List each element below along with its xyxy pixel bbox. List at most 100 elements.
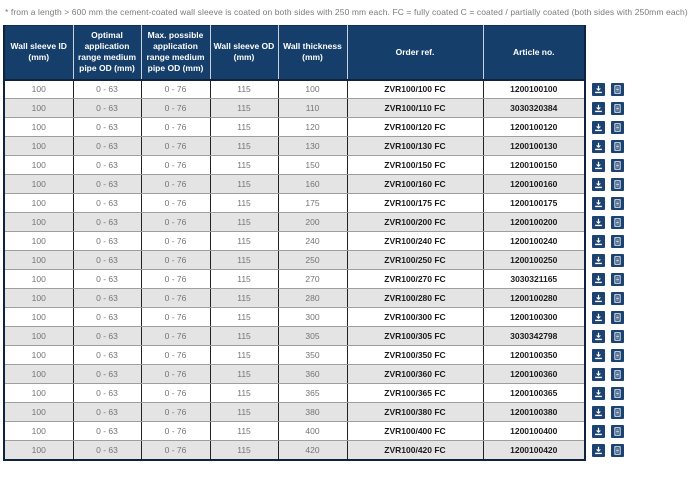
cell-wall-thickness: 240 [277,231,348,251]
cell-wall-sleeve-od: 115 [209,269,279,289]
cell-article-no: 1200100350 [482,345,586,365]
product-table: Wall sleeve ID (mm) Optimal application … [3,25,634,461]
document-icon [614,179,621,189]
download-button[interactable] [592,215,605,229]
cell-article-no: 3030342798 [482,326,586,346]
cell-wall-thickness: 150 [277,155,348,175]
download-icon [595,313,602,321]
col-header-article-no: Article no. [482,25,586,81]
download-button[interactable] [592,310,605,324]
datasheet-button[interactable] [611,329,625,343]
datasheet-button[interactable] [611,386,625,400]
cell-wall-sleeve-id: 100 [3,326,74,346]
cell-max-range: 0 - 76 [140,155,211,175]
download-button[interactable] [592,139,605,153]
cell-optimal-range: 0 - 63 [72,98,142,118]
document-icon [614,312,621,322]
cell-order-ref: ZVR100/380 FC [346,402,484,422]
page: * from a length > 600 mm the cement-coat… [3,7,688,461]
cell-wall-thickness: 270 [277,269,348,289]
cell-optimal-range: 0 - 63 [72,117,142,137]
col-header-optimal-range: Optimal application range medium pipe OD… [72,25,142,81]
datasheet-button[interactable] [611,253,625,267]
datasheet-button[interactable] [611,158,625,172]
document-icon [614,160,621,170]
download-button[interactable] [592,82,605,96]
cell-article-no: 1200100240 [482,231,586,251]
cell-max-range: 0 - 76 [140,269,211,289]
datasheet-button[interactable] [611,139,625,153]
cell-actions [585,213,633,232]
datasheet-button[interactable] [611,443,625,457]
cell-article-no: 1200100280 [482,288,586,308]
datasheet-button[interactable] [611,310,625,324]
cell-wall-thickness: 300 [277,307,348,327]
cell-article-no: 1200100120 [482,117,586,137]
document-icon [614,141,621,151]
datasheet-button[interactable] [611,348,625,362]
document-icon [614,274,621,284]
cell-optimal-range: 0 - 63 [72,326,142,346]
download-icon [595,142,602,150]
download-button[interactable] [592,348,605,362]
cell-wall-thickness: 175 [277,193,348,213]
download-button[interactable] [592,291,605,305]
col-header-wall-sleeve-od: Wall sleeve OD (mm) [209,25,279,81]
cell-max-range: 0 - 76 [140,364,211,384]
download-button[interactable] [592,272,605,286]
cell-actions [585,441,633,460]
datasheet-button[interactable] [611,424,625,438]
datasheet-button[interactable] [611,291,625,305]
download-button[interactable] [592,386,605,400]
cell-order-ref: ZVR100/270 FC [346,269,484,289]
document-icon [614,198,621,208]
cell-actions [585,156,633,175]
cell-optimal-range: 0 - 63 [72,193,142,213]
datasheet-button[interactable] [611,82,625,96]
datasheet-button[interactable] [611,196,625,210]
download-button[interactable] [592,101,605,115]
download-icon [595,123,602,131]
col-header-wall-thickness: Wall thickness (mm) [277,25,348,81]
download-button[interactable] [592,253,605,267]
cell-article-no: 1200100400 [482,421,586,441]
datasheet-button[interactable] [611,234,625,248]
table-row: 100 0 - 63 0 - 76 115 350 ZVR100/350 FC … [3,345,633,365]
download-button[interactable] [592,367,605,381]
datasheet-button[interactable] [611,272,625,286]
cell-article-no: 1200100150 [482,155,586,175]
cell-wall-sleeve-id: 100 [3,269,74,289]
download-button[interactable] [592,443,605,457]
cell-wall-sleeve-od: 115 [209,326,279,346]
table-row: 100 0 - 63 0 - 76 115 150 ZVR100/150 FC … [3,155,633,175]
download-button[interactable] [592,329,605,343]
datasheet-button[interactable] [611,120,625,134]
download-icon [595,218,602,226]
datasheet-button[interactable] [611,367,625,381]
download-button[interactable] [592,120,605,134]
datasheet-button[interactable] [611,177,625,191]
datasheet-button[interactable] [611,215,625,229]
cell-optimal-range: 0 - 63 [72,79,142,99]
cell-wall-thickness: 130 [277,136,348,156]
table-row: 100 0 - 63 0 - 76 115 160 ZVR100/160 FC … [3,174,633,194]
cell-wall-sleeve-od: 115 [209,383,279,403]
download-icon [595,275,602,283]
table-row: 100 0 - 63 0 - 76 115 270 ZVR100/270 FC … [3,269,633,289]
cell-wall-thickness: 280 [277,288,348,308]
datasheet-button[interactable] [611,405,625,419]
cell-wall-sleeve-od: 115 [209,117,279,137]
download-button[interactable] [592,158,605,172]
datasheet-button[interactable] [611,101,625,115]
cell-max-range: 0 - 76 [140,212,211,232]
download-button[interactable] [592,405,605,419]
download-button[interactable] [592,196,605,210]
col-header-order-ref: Order ref. [346,25,484,81]
cell-actions [585,137,633,156]
download-button[interactable] [592,177,605,191]
download-button[interactable] [592,424,605,438]
cell-wall-thickness: 380 [277,402,348,422]
download-button[interactable] [592,234,605,248]
cell-wall-sleeve-id: 100 [3,193,74,213]
document-icon [614,445,621,455]
